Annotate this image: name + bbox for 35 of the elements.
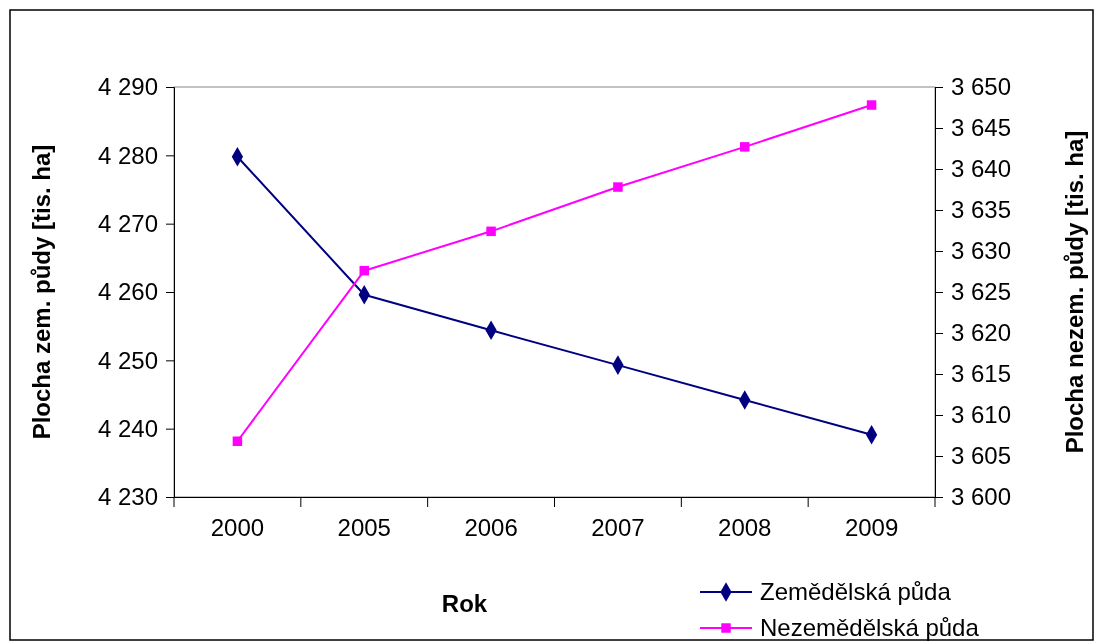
y-tick-label: 4 280 (97, 141, 158, 169)
y-tick-label: 4 260 (97, 278, 158, 306)
y2-tick-label: 3 610 (951, 401, 1012, 429)
y-tick-label: 4 250 (97, 346, 158, 374)
x-tick-label: 2000 (210, 514, 265, 542)
y2-tick-label: 3 605 (951, 442, 1012, 470)
y-tick-label: 4 240 (97, 414, 158, 442)
x-axis-title: Rok (441, 590, 488, 617)
y-axis-title: Plocha zem. půdy [tis. ha] (28, 144, 55, 440)
y2-tick-label: 3 635 (951, 196, 1012, 224)
y2-tick-label: 3 615 (951, 360, 1012, 388)
point (486, 226, 496, 237)
y-tick-label: 4 290 (97, 73, 158, 101)
x-tick-label: 2008 (718, 514, 772, 542)
legend-label: Nezemědělská půda (760, 614, 980, 641)
y-tick-label: 4 270 (97, 209, 158, 237)
y2-tick-label: 3 650 (951, 73, 1012, 101)
x-tick-label: 2009 (844, 514, 899, 542)
y2-axis-title: Plocha nezem. půdy [tis. ha] (1061, 130, 1088, 454)
x-tick-label: 2005 (337, 514, 391, 542)
y2-tick-label: 3 625 (951, 278, 1012, 306)
point (613, 182, 623, 192)
point (359, 265, 369, 276)
legend-label: Zemědělská půda (760, 578, 952, 605)
x-tick-label: 2006 (464, 514, 518, 542)
y2-tick-label: 3 600 (951, 483, 1012, 511)
point (740, 142, 750, 152)
point (232, 436, 243, 446)
point (866, 100, 877, 110)
y2-tick-label: 3 630 (951, 237, 1012, 265)
y2-tick-label: 3 645 (951, 114, 1012, 142)
y2-tick-label: 3 620 (951, 319, 1012, 347)
y2-tick-label: 3 640 (951, 155, 1012, 183)
x-tick-label: 2007 (591, 514, 645, 542)
y-tick-label: 4 230 (97, 483, 158, 511)
